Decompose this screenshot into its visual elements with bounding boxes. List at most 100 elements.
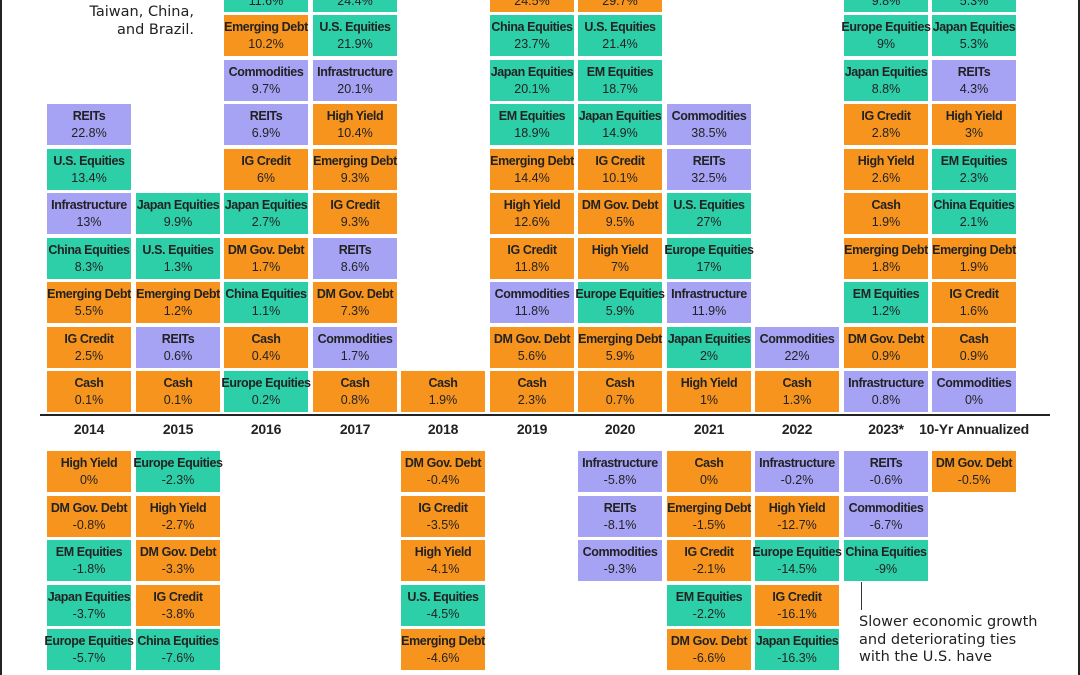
return-cell: Infrastructure 11.9% <box>667 282 751 323</box>
return-value: -1.5% <box>692 517 726 532</box>
return-value: 29.7% <box>602 0 638 8</box>
year-label: 2023* <box>868 421 904 437</box>
return-cell: China Equities 8.3% <box>47 238 131 279</box>
return-cell: Emerging Debt -4.6% <box>401 629 485 670</box>
return-value: -5.8% <box>603 472 637 487</box>
return-value: 14.4% <box>514 170 550 185</box>
asset-name: Cash <box>74 375 104 390</box>
return-cell: Japan Equities 9.9% <box>136 193 220 234</box>
return-cell: Infrastructure 20.1% <box>313 60 397 101</box>
return-value: 9.5% <box>605 214 635 229</box>
asset-name: China Equities <box>933 197 1015 212</box>
return-cell: EM Equities 18.9% <box>490 104 574 145</box>
return-value: -5.7% <box>72 650 106 665</box>
return-cell: High Yield 1% <box>667 371 751 412</box>
return-cell: 24.5% <box>490 0 574 12</box>
return-cell: Japan Equities 2% <box>667 327 751 368</box>
asset-name: Emerging Debt <box>578 331 662 346</box>
asset-name: Europe Equities <box>133 455 223 470</box>
asset-name: Infrastructure <box>51 197 127 212</box>
return-cell: High Yield 7% <box>578 238 662 279</box>
asset-name: Cash <box>694 455 724 470</box>
annotation-leader-line <box>861 582 862 610</box>
return-cell: U.S. Equities 13.4% <box>47 149 131 190</box>
return-value: 5.9% <box>605 348 635 363</box>
return-value: 23.7% <box>514 36 550 51</box>
asset-name: Cash <box>163 375 193 390</box>
asset-name: Infrastructure <box>582 455 658 470</box>
asset-name: Europe Equities <box>575 286 665 301</box>
asset-name: High Yield <box>591 242 649 257</box>
return-value: 2.5% <box>74 348 104 363</box>
asset-name: DM Gov. Debt <box>581 197 659 212</box>
return-cell: Emerging Debt 5.5% <box>47 282 131 323</box>
return-cell: Cash 0.8% <box>313 371 397 412</box>
return-cell: Japan Equities -16.3% <box>755 629 839 670</box>
annotation-top-line: and Brazil. <box>117 21 194 38</box>
return-value: -2.1% <box>692 561 726 576</box>
asset-name: High Yield <box>768 500 826 515</box>
return-cell: Japan Equities -3.7% <box>47 585 131 626</box>
asset-name: High Yield <box>945 108 1003 123</box>
return-value: -7.6% <box>161 650 195 665</box>
year-label: 2022 <box>781 421 813 437</box>
year-label: 2021 <box>693 421 725 437</box>
return-value: 1.2% <box>163 303 193 318</box>
return-cell: EM Equities 18.7% <box>578 60 662 101</box>
left-border <box>0 0 2 675</box>
asset-name: IG Credit <box>330 197 380 212</box>
return-cell: China Equities 23.7% <box>490 15 574 56</box>
asset-name: U.S. Equities <box>319 19 391 34</box>
asset-name: Japan Equities <box>136 197 220 212</box>
return-cell: Europe Equities -5.7% <box>44 629 134 670</box>
return-cell: IG Credit -3.8% <box>136 585 220 626</box>
return-value: 1.9% <box>871 214 901 229</box>
return-value: 2% <box>699 348 719 363</box>
asset-name: Commodities <box>671 108 747 123</box>
return-cell: Infrastructure 0.8% <box>844 371 928 412</box>
return-cell: REITs 4.3% <box>932 60 1016 101</box>
return-value: -14.5% <box>777 561 817 576</box>
return-cell: DM Gov. Debt -0.8% <box>47 496 131 537</box>
asset-name: Emerging Debt <box>136 286 220 301</box>
asset-name: Infrastructure <box>317 64 393 79</box>
return-cell: 11.6% <box>224 0 308 12</box>
return-value: -3.5% <box>426 517 460 532</box>
return-cell: Cash 0.1% <box>136 371 220 412</box>
return-cell: Emerging Debt 1.8% <box>844 238 928 279</box>
return-cell: Europe Equities -2.3% <box>133 451 223 492</box>
return-cell: Infrastructure 13% <box>47 193 131 234</box>
return-value: 10.4% <box>337 125 373 140</box>
asset-name: High Yield <box>680 375 738 390</box>
return-cell: China Equities -9% <box>844 540 928 581</box>
return-value: 1.7% <box>340 348 370 363</box>
asset-name: REITs <box>957 64 991 79</box>
return-value: 2.7% <box>251 214 281 229</box>
asset-name: China Equities <box>48 242 130 257</box>
return-value: 20.1% <box>337 81 373 96</box>
return-value: 13.4% <box>71 170 107 185</box>
return-value: 17% <box>696 259 722 274</box>
asset-name: DM Gov. Debt <box>139 544 217 559</box>
return-value: 5.5% <box>74 303 104 318</box>
return-cell: Infrastructure -5.8% <box>578 451 662 492</box>
return-cell: High Yield 12.6% <box>490 193 574 234</box>
return-cell: Cash 0.4% <box>224 327 308 368</box>
return-value: 9% <box>876 36 896 51</box>
asset-name: Japan Equities <box>578 108 662 123</box>
return-value: 11.8% <box>514 303 550 318</box>
asset-name: High Yield <box>503 197 561 212</box>
return-value: 1.3% <box>163 259 193 274</box>
asset-name: IG Credit <box>772 589 822 604</box>
return-cell: High Yield -2.7% <box>136 496 220 537</box>
asset-name: REITs <box>869 455 903 470</box>
asset-name: REITs <box>338 242 372 257</box>
return-value: 2.8% <box>871 125 901 140</box>
return-value: -0.5% <box>957 472 991 487</box>
return-cell: High Yield 0% <box>47 451 131 492</box>
return-value: 4.3% <box>959 81 989 96</box>
asset-name: Japan Equities <box>844 64 928 79</box>
return-value: 0.2% <box>251 392 281 407</box>
return-cell: Commodities 11.8% <box>490 282 574 323</box>
asset-name: Japan Equities <box>667 331 751 346</box>
